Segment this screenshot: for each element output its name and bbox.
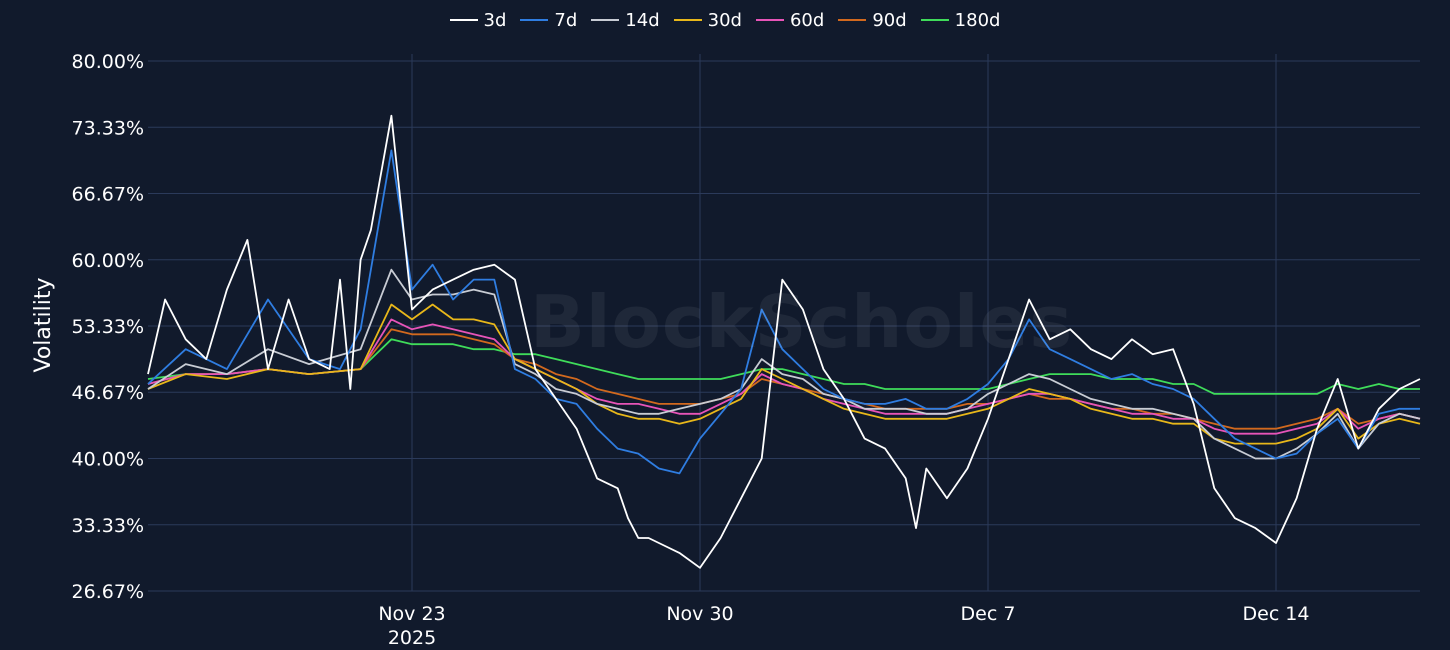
legend-item-7d[interactable]: 7d	[520, 10, 577, 31]
legend-item-3d[interactable]: 3d	[449, 9, 507, 31]
legend-label: 180d	[954, 9, 1001, 31]
legend-swatch	[838, 19, 867, 21]
chart-legend: 3d 7d 14d 30d 60d 90d 180d	[0, 6, 1450, 34]
legend-label: 60d	[789, 9, 825, 31]
legend-item-14d[interactable]: 14d	[591, 9, 660, 31]
legend-item-180d[interactable]: 180d	[920, 9, 1001, 31]
x-tick-label: Nov 23	[378, 603, 445, 625]
y-tick-label: 60.00%	[72, 250, 144, 272]
watermark-text: BlockScholes	[530, 280, 1074, 364]
legend-swatch	[591, 19, 620, 21]
chart-series-lines	[147, 114, 1421, 569]
x-tick-label: Nov 30	[666, 603, 733, 625]
y-tick-label: 66.67%	[72, 183, 144, 205]
series-line-7d	[147, 149, 1420, 475]
legend-label: 3d	[483, 9, 507, 31]
x-tick-label: Dec 14	[1243, 603, 1310, 625]
y-tick-label: 53.33%	[72, 316, 144, 338]
legend-label: 90d	[872, 9, 907, 31]
legend-swatch	[520, 19, 549, 21]
legend-swatch	[673, 19, 702, 21]
legend-item-90d[interactable]: 90d	[838, 9, 907, 31]
y-tick-label: 46.67%	[72, 382, 144, 404]
y-tick-label: 40.00%	[72, 449, 144, 471]
series-line-30d	[147, 303, 1421, 445]
legend-label: 7d	[554, 9, 578, 31]
legend-item-60d[interactable]: 60d	[755, 9, 825, 31]
y-tick-label: 73.33%	[72, 117, 144, 139]
y-tick-label: 33.33%	[72, 515, 144, 537]
legend-label: 30d	[707, 9, 742, 31]
y-tick-label: 80.00%	[72, 51, 144, 73]
y-axis-label: Volatility	[31, 277, 56, 372]
x-tick-label: Dec 7	[961, 603, 1016, 625]
series-line-180d	[147, 338, 1420, 395]
y-axis-ticks: 26.67% 33.33% 40.00% 46.67% 53.33% 60.00% 66.6…	[72, 51, 144, 603]
legend-label: 14d	[625, 9, 660, 31]
legend-item-30d[interactable]: 30d	[673, 9, 742, 31]
legend-swatch	[449, 19, 478, 21]
legend-swatch	[920, 19, 949, 21]
y-tick-label: 26.67%	[72, 581, 144, 603]
legend-swatch	[755, 19, 784, 21]
series-line-3d	[147, 114, 1421, 569]
x-tick-sublabel: 2025	[388, 627, 436, 649]
